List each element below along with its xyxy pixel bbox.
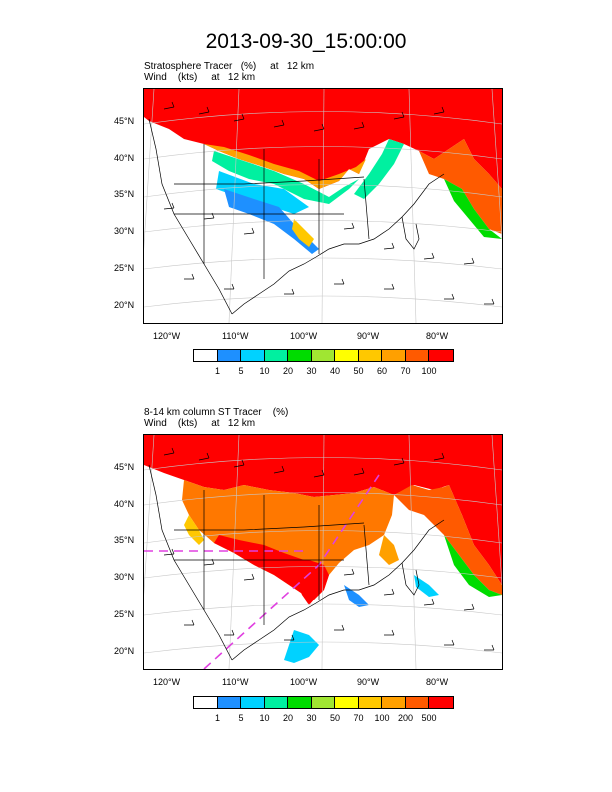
colorbar-swatch [382, 697, 406, 708]
colorbar-label: 70 [400, 366, 411, 376]
colorbar-swatch [217, 350, 241, 361]
panel2-lat-label: 30°N [114, 572, 135, 582]
panel2-lon-label: 110°W [222, 677, 249, 687]
panel1-lat-label: 40°N [114, 153, 135, 163]
panel2-lat-label: 35°N [114, 535, 135, 545]
panel2-lon-label: 90°W [357, 677, 380, 687]
panel2-subtitle-1: 8-14 km column ST Tracer (%) [144, 407, 289, 418]
panel1-wind-barbs [163, 101, 495, 305]
panel1-lon-label: 100°W [290, 331, 318, 341]
panel1-colorbar [193, 349, 454, 362]
panel2-map [143, 434, 503, 670]
panel1-lat-label: 45°N [114, 116, 135, 126]
panel1-lat-label: 30°N [114, 226, 135, 236]
colorbar-label: 50 [329, 713, 341, 723]
colorbar-label: 100 [421, 366, 437, 376]
panel1-lon-label: 80°W [426, 331, 449, 341]
colorbar-label: 20 [282, 713, 294, 723]
panel1-lat-label: 35°N [114, 189, 135, 199]
colorbar-swatch [194, 697, 218, 708]
colorbar-label: 10 [259, 713, 270, 723]
panel1-map-svg [144, 89, 502, 323]
panel2-lat-label: 45°N [114, 462, 135, 472]
colorbar-swatch [358, 350, 382, 361]
panel2-lon-label: 80°W [426, 677, 449, 687]
colorbar-swatch [405, 350, 429, 361]
figure-title: 2013-09-30_15:00:00 [205, 30, 407, 53]
panel1-lon-label: 120°W [153, 331, 181, 341]
panel1-subtitle-1: Stratosphere Tracer (%) at 12 km [144, 61, 315, 72]
colorbar-swatch [429, 350, 453, 361]
panel2-lon-label: 120°W [153, 677, 181, 687]
colorbar-label: 5 [238, 366, 244, 376]
colorbar-swatch [335, 697, 359, 708]
colorbar-label: 1 [214, 366, 221, 376]
colorbar-swatch [264, 350, 288, 361]
colorbar-swatch [241, 697, 265, 708]
colorbar-label: 40 [329, 366, 341, 376]
panel1-subtitle-2: Wind (kts) at 12 km [144, 72, 256, 83]
colorbar-swatch [335, 350, 359, 361]
colorbar-label: 20 [282, 366, 294, 376]
colorbar-swatch [194, 350, 218, 361]
colorbar-label: 30 [306, 366, 317, 376]
colorbar-swatch [217, 697, 241, 708]
colorbar-label: 500 [421, 713, 437, 723]
panel2-subtitle-2: Wind (kts) at 12 km [144, 418, 256, 429]
panel1-lon-label: 110°W [222, 331, 249, 341]
colorbar-swatch [405, 697, 429, 708]
colorbar-label: 200 [397, 713, 414, 723]
panel2-lat-label: 20°N [114, 646, 135, 656]
panel1-lon-label: 90°W [357, 331, 380, 341]
colorbar-label: 70 [353, 713, 364, 723]
colorbar-swatch [429, 697, 453, 708]
colorbar-swatch [288, 350, 312, 361]
panel2-lon-label: 100°W [290, 677, 318, 687]
panel1-lat-label: 25°N [114, 263, 135, 273]
colorbar-swatch [288, 697, 312, 708]
panel1-map [143, 88, 503, 324]
colorbar-label: 50 [353, 366, 364, 376]
colorbar-swatch [311, 697, 335, 708]
colorbar-swatch [241, 350, 265, 361]
colorbar-label: 100 [374, 713, 390, 723]
colorbar-label: 30 [306, 713, 317, 723]
colorbar-swatch [382, 350, 406, 361]
colorbar-swatch [264, 697, 288, 708]
colorbar-label: 10 [259, 366, 270, 376]
colorbar-swatch [358, 697, 382, 708]
panel1-lat-label: 20°N [114, 300, 135, 310]
panel2-colorbar [193, 696, 454, 709]
colorbar-label: 1 [214, 713, 221, 723]
panel2-lat-label: 40°N [114, 499, 135, 509]
panel2-lat-label: 25°N [114, 609, 135, 619]
colorbar-label: 5 [238, 713, 244, 723]
colorbar-label: 60 [376, 366, 388, 376]
panel2-wind-barbs [163, 447, 495, 651]
colorbar-swatch [311, 350, 335, 361]
panel2-map-svg [144, 435, 502, 669]
